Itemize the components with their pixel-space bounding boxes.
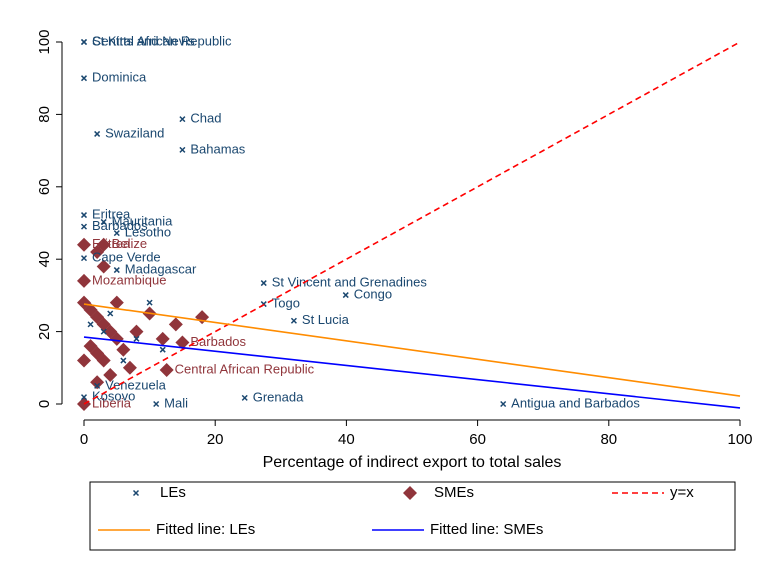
diamond-marker — [96, 259, 111, 274]
diamond-marker — [77, 353, 91, 368]
point-label: Chad — [190, 111, 221, 126]
diamond-marker — [116, 342, 131, 357]
x-tick-label: 60 — [469, 431, 486, 448]
x-marker — [80, 255, 88, 262]
y-tick-label: 20 — [36, 323, 53, 340]
x-marker — [87, 321, 94, 328]
x-marker — [260, 280, 267, 287]
x-marker — [80, 394, 88, 401]
y-tick-label: 40 — [36, 251, 53, 268]
x-tick-label: 20 — [207, 431, 224, 448]
legend-item: y=x — [612, 484, 694, 501]
point-label: Kosovo — [92, 389, 135, 404]
x-marker — [113, 267, 120, 274]
x-tick-label: 0 — [80, 431, 88, 448]
point-label: Mauritania — [112, 213, 173, 228]
x-tick-label: 80 — [600, 431, 617, 448]
point-label: Bahamas — [190, 141, 245, 156]
diamond-marker — [175, 335, 190, 350]
point-label: Mali — [164, 395, 188, 410]
legend-item: Fitted line: LEs — [98, 521, 255, 538]
legend-item: LEs — [132, 484, 186, 501]
point-label: Eritrea — [92, 206, 131, 221]
point-label: Dominica — [92, 70, 147, 85]
point-label: Cape Verde — [92, 250, 161, 265]
point-label: St Vincent and Grenadines — [272, 275, 428, 290]
x-tick-label: 100 — [727, 431, 752, 448]
x-marker — [179, 116, 186, 123]
diamond-marker — [155, 331, 170, 346]
point-label: Togo — [272, 296, 300, 311]
point-label: St Lucia — [302, 312, 350, 327]
x-marker — [132, 489, 140, 497]
diamond-marker — [96, 353, 111, 368]
point-label: Swaziland — [105, 125, 164, 140]
diamond-marker — [77, 237, 91, 252]
x-marker — [342, 292, 349, 299]
diamond-marker — [168, 317, 183, 332]
x-marker — [113, 230, 120, 237]
x-axis-title: Percentage of indirect export to total s… — [263, 454, 562, 471]
point-label: Venezuela — [105, 377, 166, 392]
diamond-marker — [103, 368, 118, 383]
x-marker — [80, 223, 88, 230]
x-tick-label: 40 — [338, 431, 355, 448]
diamond-marker — [159, 362, 174, 377]
x-marker — [133, 335, 140, 342]
x-marker — [94, 382, 101, 389]
x-marker — [100, 218, 107, 225]
x-marker — [120, 357, 127, 364]
legend-box — [89, 481, 736, 551]
diamond-marker — [90, 244, 105, 259]
legend-item: Fitted line: SMEs — [372, 521, 543, 538]
point-label: Grenada — [253, 389, 304, 404]
x-marker — [80, 38, 88, 46]
point-label: Central African Republic — [92, 33, 232, 48]
point-label: Barbados — [92, 218, 148, 233]
legend-label: SMEs — [434, 484, 474, 501]
diamond-marker — [109, 295, 124, 310]
diamond-marker — [122, 360, 137, 375]
x-marker — [100, 328, 107, 335]
x-marker — [241, 394, 248, 401]
point-label: Liberia — [92, 395, 132, 410]
x-marker — [179, 146, 186, 153]
y-tick-label: 0 — [36, 400, 53, 408]
x-marker — [80, 212, 88, 219]
point-label: Antigua and Barbados — [511, 395, 640, 410]
point-label: Barbados — [190, 334, 246, 349]
legend-item: SMEs — [403, 484, 474, 501]
legend-label: y=x — [670, 484, 694, 501]
legend-label: Fitted line: SMEs — [430, 521, 543, 538]
diamond-marker — [77, 273, 91, 288]
line — [83, 41, 741, 405]
point-label: Congo — [354, 286, 392, 301]
point-label: Belize — [112, 236, 147, 251]
y-tick-label: 60 — [36, 178, 53, 195]
legend-label: LEs — [160, 484, 186, 501]
point-label: Madagascar — [125, 261, 197, 276]
x-marker — [80, 75, 88, 82]
point-label: Central African Republic — [175, 361, 315, 376]
x-marker — [500, 400, 507, 408]
x-marker — [146, 299, 153, 306]
diamond-marker — [90, 375, 105, 390]
point-label: Lesotho — [125, 225, 171, 240]
y-tick-label: 100 — [36, 29, 53, 54]
x-marker — [107, 310, 114, 317]
legend-label: Fitted line: LEs — [156, 521, 255, 538]
diamond-marker — [129, 324, 144, 339]
line — [83, 336, 741, 409]
x-marker — [159, 346, 166, 353]
x-marker — [290, 317, 297, 324]
line — [83, 303, 741, 397]
x-marker — [94, 130, 101, 137]
point-label: Mozambique — [92, 272, 166, 287]
diamond-marker — [403, 486, 417, 500]
x-marker — [153, 400, 160, 408]
y-tick-label: 80 — [36, 106, 53, 123]
point-label: St Kitts and Nevis — [92, 33, 195, 48]
diamond-marker — [109, 331, 124, 346]
